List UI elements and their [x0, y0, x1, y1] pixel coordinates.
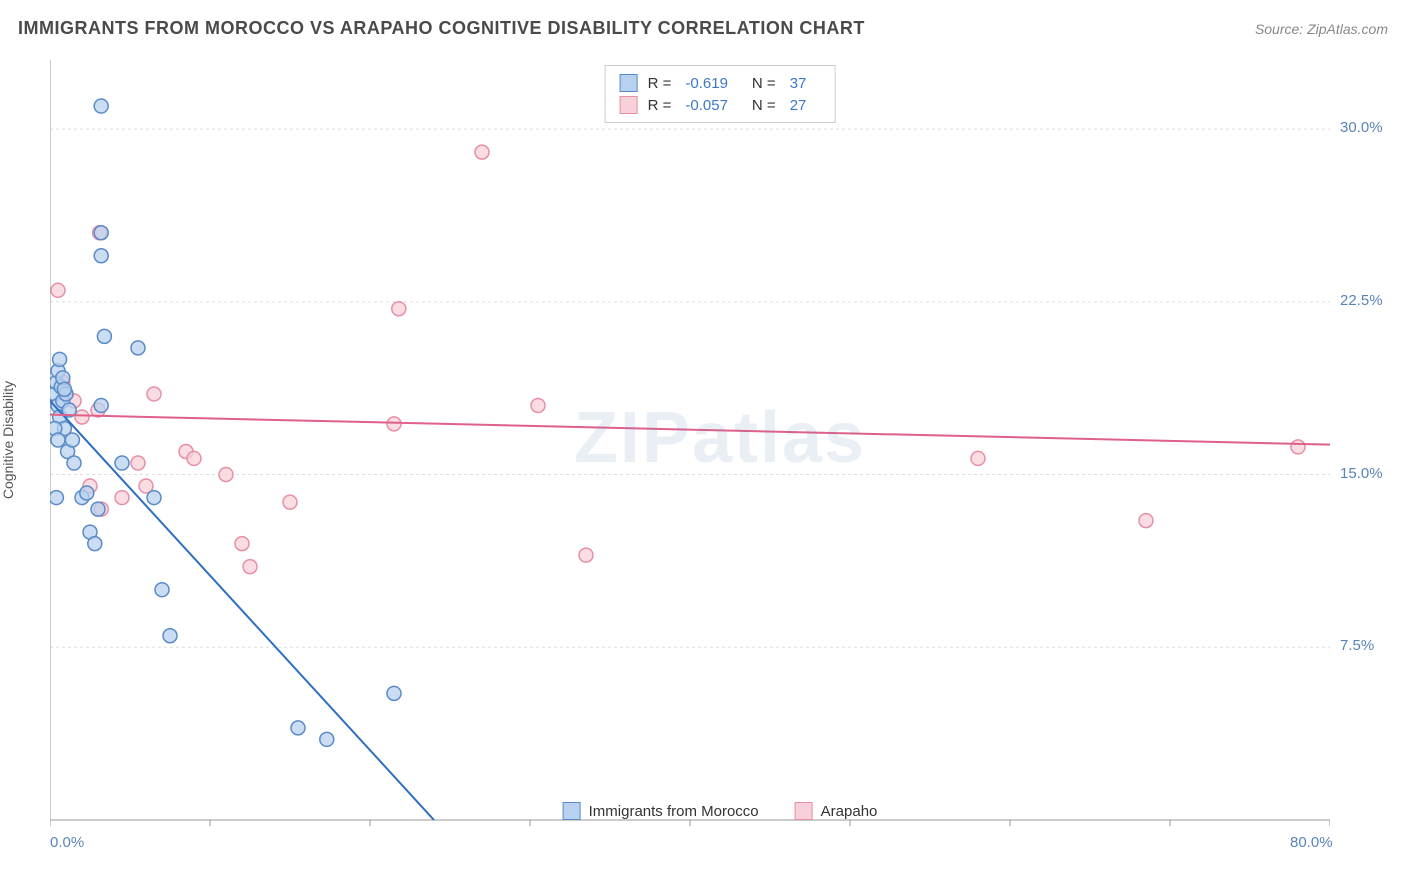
legend-row-series-b: R = -0.057 N = 27 — [620, 94, 821, 116]
x-tick-label: 0.0% — [50, 834, 84, 851]
swatch-icon — [795, 802, 813, 820]
swatch-icon — [620, 96, 638, 114]
y-tick-label: 22.5% — [1340, 292, 1383, 309]
r-label: R = — [648, 97, 672, 114]
scatter-chart: ZIPatlas R = -0.619 N = 37 R = -0.057 N … — [50, 45, 1390, 830]
r-value: -0.619 — [685, 75, 728, 92]
legend-label: Immigrants from Morocco — [589, 803, 759, 820]
series-legend: Immigrants from Morocco Arapaho — [563, 802, 878, 820]
n-value: 27 — [790, 97, 807, 114]
y-tick-label: 30.0% — [1340, 119, 1383, 136]
n-label: N = — [752, 75, 776, 92]
page-title: IMMIGRANTS FROM MOROCCO VS ARAPAHO COGNI… — [18, 18, 865, 39]
legend-item-series-a: Immigrants from Morocco — [563, 802, 759, 820]
legend-label: Arapaho — [821, 803, 878, 820]
swatch-icon — [620, 74, 638, 92]
swatch-icon — [563, 802, 581, 820]
n-value: 37 — [790, 75, 807, 92]
r-label: R = — [648, 75, 672, 92]
r-value: -0.057 — [685, 97, 728, 114]
y-tick-label: 15.0% — [1340, 465, 1383, 482]
x-tick-label: 80.0% — [1290, 834, 1333, 851]
y-tick-label: 7.5% — [1340, 637, 1374, 654]
n-label: N = — [752, 97, 776, 114]
chart-svg — [50, 45, 1330, 830]
y-axis-label: Cognitive Disability — [0, 381, 16, 499]
legend-item-series-b: Arapaho — [795, 802, 878, 820]
source-attribution: Source: ZipAtlas.com — [1255, 21, 1388, 37]
legend-row-series-a: R = -0.619 N = 37 — [620, 72, 821, 94]
correlation-legend: R = -0.619 N = 37 R = -0.057 N = 27 — [605, 65, 836, 123]
